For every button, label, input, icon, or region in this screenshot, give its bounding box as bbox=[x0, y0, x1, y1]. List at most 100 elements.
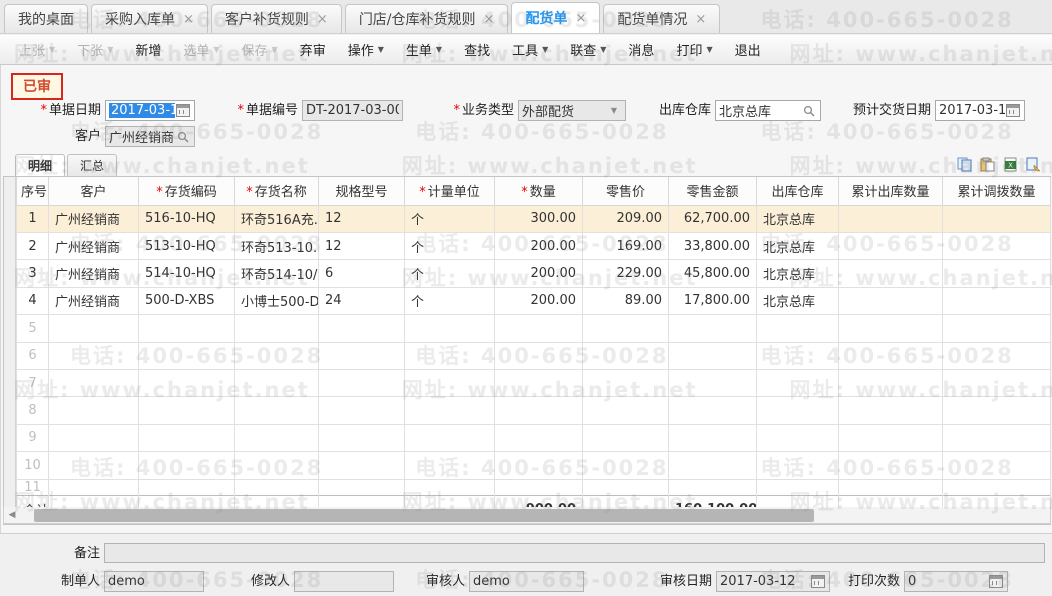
cell-spec[interactable]: 12 bbox=[318, 204, 405, 233]
cell-spec[interactable]: 12 bbox=[318, 231, 405, 261]
empty-cell[interactable] bbox=[234, 451, 319, 480]
cell-name[interactable]: 环奇516A充... bbox=[234, 204, 319, 233]
empty-cell[interactable] bbox=[838, 478, 943, 496]
scroll-left-icon[interactable]: ◀ bbox=[8, 510, 16, 520]
empty-cell[interactable] bbox=[404, 396, 495, 425]
tab-close-icon[interactable]: × bbox=[183, 11, 194, 27]
empty-cell[interactable] bbox=[138, 341, 235, 370]
cell-out_qty[interactable] bbox=[838, 259, 943, 288]
column-header-amount[interactable]: 零售金额 bbox=[668, 177, 757, 206]
cell-unit[interactable]: 个 bbox=[404, 231, 495, 261]
copy-icon[interactable] bbox=[956, 156, 973, 173]
empty-cell[interactable] bbox=[234, 423, 319, 453]
row-number[interactable]: 11 bbox=[16, 478, 49, 496]
cell-qty[interactable]: 300.00 bbox=[494, 204, 583, 233]
cell-qty[interactable]: 200.00 bbox=[494, 259, 583, 288]
empty-cell[interactable] bbox=[582, 423, 669, 453]
empty-cell[interactable] bbox=[756, 451, 839, 480]
empty-cell[interactable] bbox=[318, 478, 405, 496]
empty-cell[interactable] bbox=[582, 341, 669, 370]
cell-customer[interactable]: 广州经销商 bbox=[48, 231, 139, 261]
table-row[interactable]: 4广州经销商500-D-XBS小博士500-D...24个200.0089.00… bbox=[16, 286, 1051, 316]
paste-icon[interactable] bbox=[979, 156, 996, 173]
remark-input[interactable] bbox=[104, 543, 1045, 563]
magnifier-icon[interactable] bbox=[801, 103, 817, 119]
empty-cell[interactable] bbox=[138, 368, 235, 398]
empty-cell[interactable] bbox=[838, 314, 943, 343]
empty-cell[interactable] bbox=[668, 396, 757, 425]
cell-name[interactable]: 环奇514-10/2... bbox=[234, 259, 319, 288]
cell-price[interactable]: 209.00 bbox=[582, 204, 669, 233]
empty-cell[interactable] bbox=[668, 478, 757, 496]
magnifier-icon[interactable] bbox=[175, 129, 191, 145]
doc-date-input[interactable]: 2017-03-12 bbox=[105, 100, 195, 121]
cell-out_qty[interactable] bbox=[838, 231, 943, 261]
biz-type-select[interactable]: 外部配货 ▼ bbox=[518, 100, 626, 121]
empty-cell[interactable] bbox=[48, 341, 139, 370]
empty-cell[interactable] bbox=[756, 478, 839, 496]
cell-out_qty[interactable] bbox=[838, 286, 943, 316]
empty-cell[interactable] bbox=[318, 314, 405, 343]
column-header-code[interactable]: * 存货编码 bbox=[138, 177, 235, 206]
cell-customer[interactable]: 广州经销商 bbox=[48, 259, 139, 288]
empty-cell[interactable] bbox=[668, 341, 757, 370]
column-header-spec[interactable]: 规格型号 bbox=[318, 177, 405, 206]
table-row[interactable]: 1 广州经销商 516-10-HQ 环奇516A充... 12 个 300.00 209.00… bbox=[16, 204, 1051, 233]
cell-transfer_qty[interactable] bbox=[942, 286, 1051, 316]
cell-no[interactable]: 2 bbox=[16, 231, 49, 261]
excel-export-icon[interactable]: X bbox=[1002, 156, 1019, 173]
empty-cell[interactable] bbox=[234, 478, 319, 496]
cell-spec[interactable]: 24 bbox=[318, 286, 405, 316]
empty-cell[interactable] bbox=[404, 314, 495, 343]
column-header-transfer_qty[interactable]: 累计调拨数量 bbox=[942, 177, 1051, 206]
row-number[interactable]: 10 bbox=[16, 451, 49, 480]
cell-code[interactable]: 516-10-HQ bbox=[138, 204, 235, 233]
empty-cell[interactable] bbox=[138, 423, 235, 453]
cell-transfer_qty[interactable] bbox=[942, 204, 1051, 233]
horizontal-scrollbar[interactable]: ◀ bbox=[3, 507, 1051, 524]
empty-row[interactable]: 8 bbox=[16, 396, 1051, 425]
column-header-no[interactable]: 序号 bbox=[16, 177, 49, 206]
cell-code[interactable]: 513-10-HQ bbox=[138, 231, 235, 261]
cell-unit[interactable]: 个 bbox=[404, 259, 495, 288]
cell-warehouse[interactable]: 北京总库 bbox=[756, 231, 839, 261]
empty-row[interactable]: 7 bbox=[16, 368, 1051, 398]
empty-cell[interactable] bbox=[318, 423, 405, 453]
toolbar-button-13[interactable]: 退出 bbox=[724, 36, 772, 64]
empty-cell[interactable] bbox=[838, 423, 943, 453]
empty-cell[interactable] bbox=[494, 368, 583, 398]
empty-cell[interactable] bbox=[942, 423, 1051, 453]
toolbar-button-8[interactable]: 查找 bbox=[453, 36, 501, 64]
row-number[interactable]: 6 bbox=[16, 341, 49, 370]
empty-cell[interactable] bbox=[404, 368, 495, 398]
tab-4[interactable]: 配货单 × bbox=[511, 2, 601, 33]
empty-cell[interactable] bbox=[942, 368, 1051, 398]
empty-cell[interactable] bbox=[582, 368, 669, 398]
toolbar-button-5[interactable]: 弃审 bbox=[289, 36, 337, 64]
empty-cell[interactable] bbox=[48, 423, 139, 453]
empty-row[interactable]: 9 bbox=[16, 423, 1051, 453]
cell-customer[interactable]: 广州经销商 bbox=[48, 204, 139, 233]
calendar-icon[interactable] bbox=[1005, 103, 1021, 119]
empty-cell[interactable] bbox=[404, 423, 495, 453]
cell-qty[interactable]: 200.00 bbox=[494, 231, 583, 261]
column-header-qty[interactable]: * 数量 bbox=[494, 177, 583, 206]
cell-amount[interactable]: 62,700.00 bbox=[668, 204, 757, 233]
empty-cell[interactable] bbox=[942, 314, 1051, 343]
empty-row[interactable]: 10 bbox=[16, 451, 1051, 480]
cell-warehouse[interactable]: 北京总库 bbox=[756, 259, 839, 288]
empty-cell[interactable] bbox=[494, 314, 583, 343]
empty-cell[interactable] bbox=[234, 396, 319, 425]
empty-cell[interactable] bbox=[494, 423, 583, 453]
cell-no[interactable]: 1 bbox=[16, 204, 49, 233]
toolbar-button-6[interactable]: 操作 ▼ bbox=[337, 36, 395, 64]
scrollbar-thumb[interactable] bbox=[34, 509, 814, 522]
empty-cell[interactable] bbox=[756, 341, 839, 370]
cell-no[interactable]: 3 bbox=[16, 259, 49, 288]
empty-cell[interactable] bbox=[942, 478, 1051, 496]
calculator-icon[interactable] bbox=[988, 574, 1004, 590]
empty-cell[interactable] bbox=[234, 314, 319, 343]
column-header-name[interactable]: * 存货名称 bbox=[234, 177, 319, 206]
empty-cell[interactable] bbox=[582, 396, 669, 425]
cell-warehouse[interactable]: 北京总库 bbox=[756, 204, 839, 233]
